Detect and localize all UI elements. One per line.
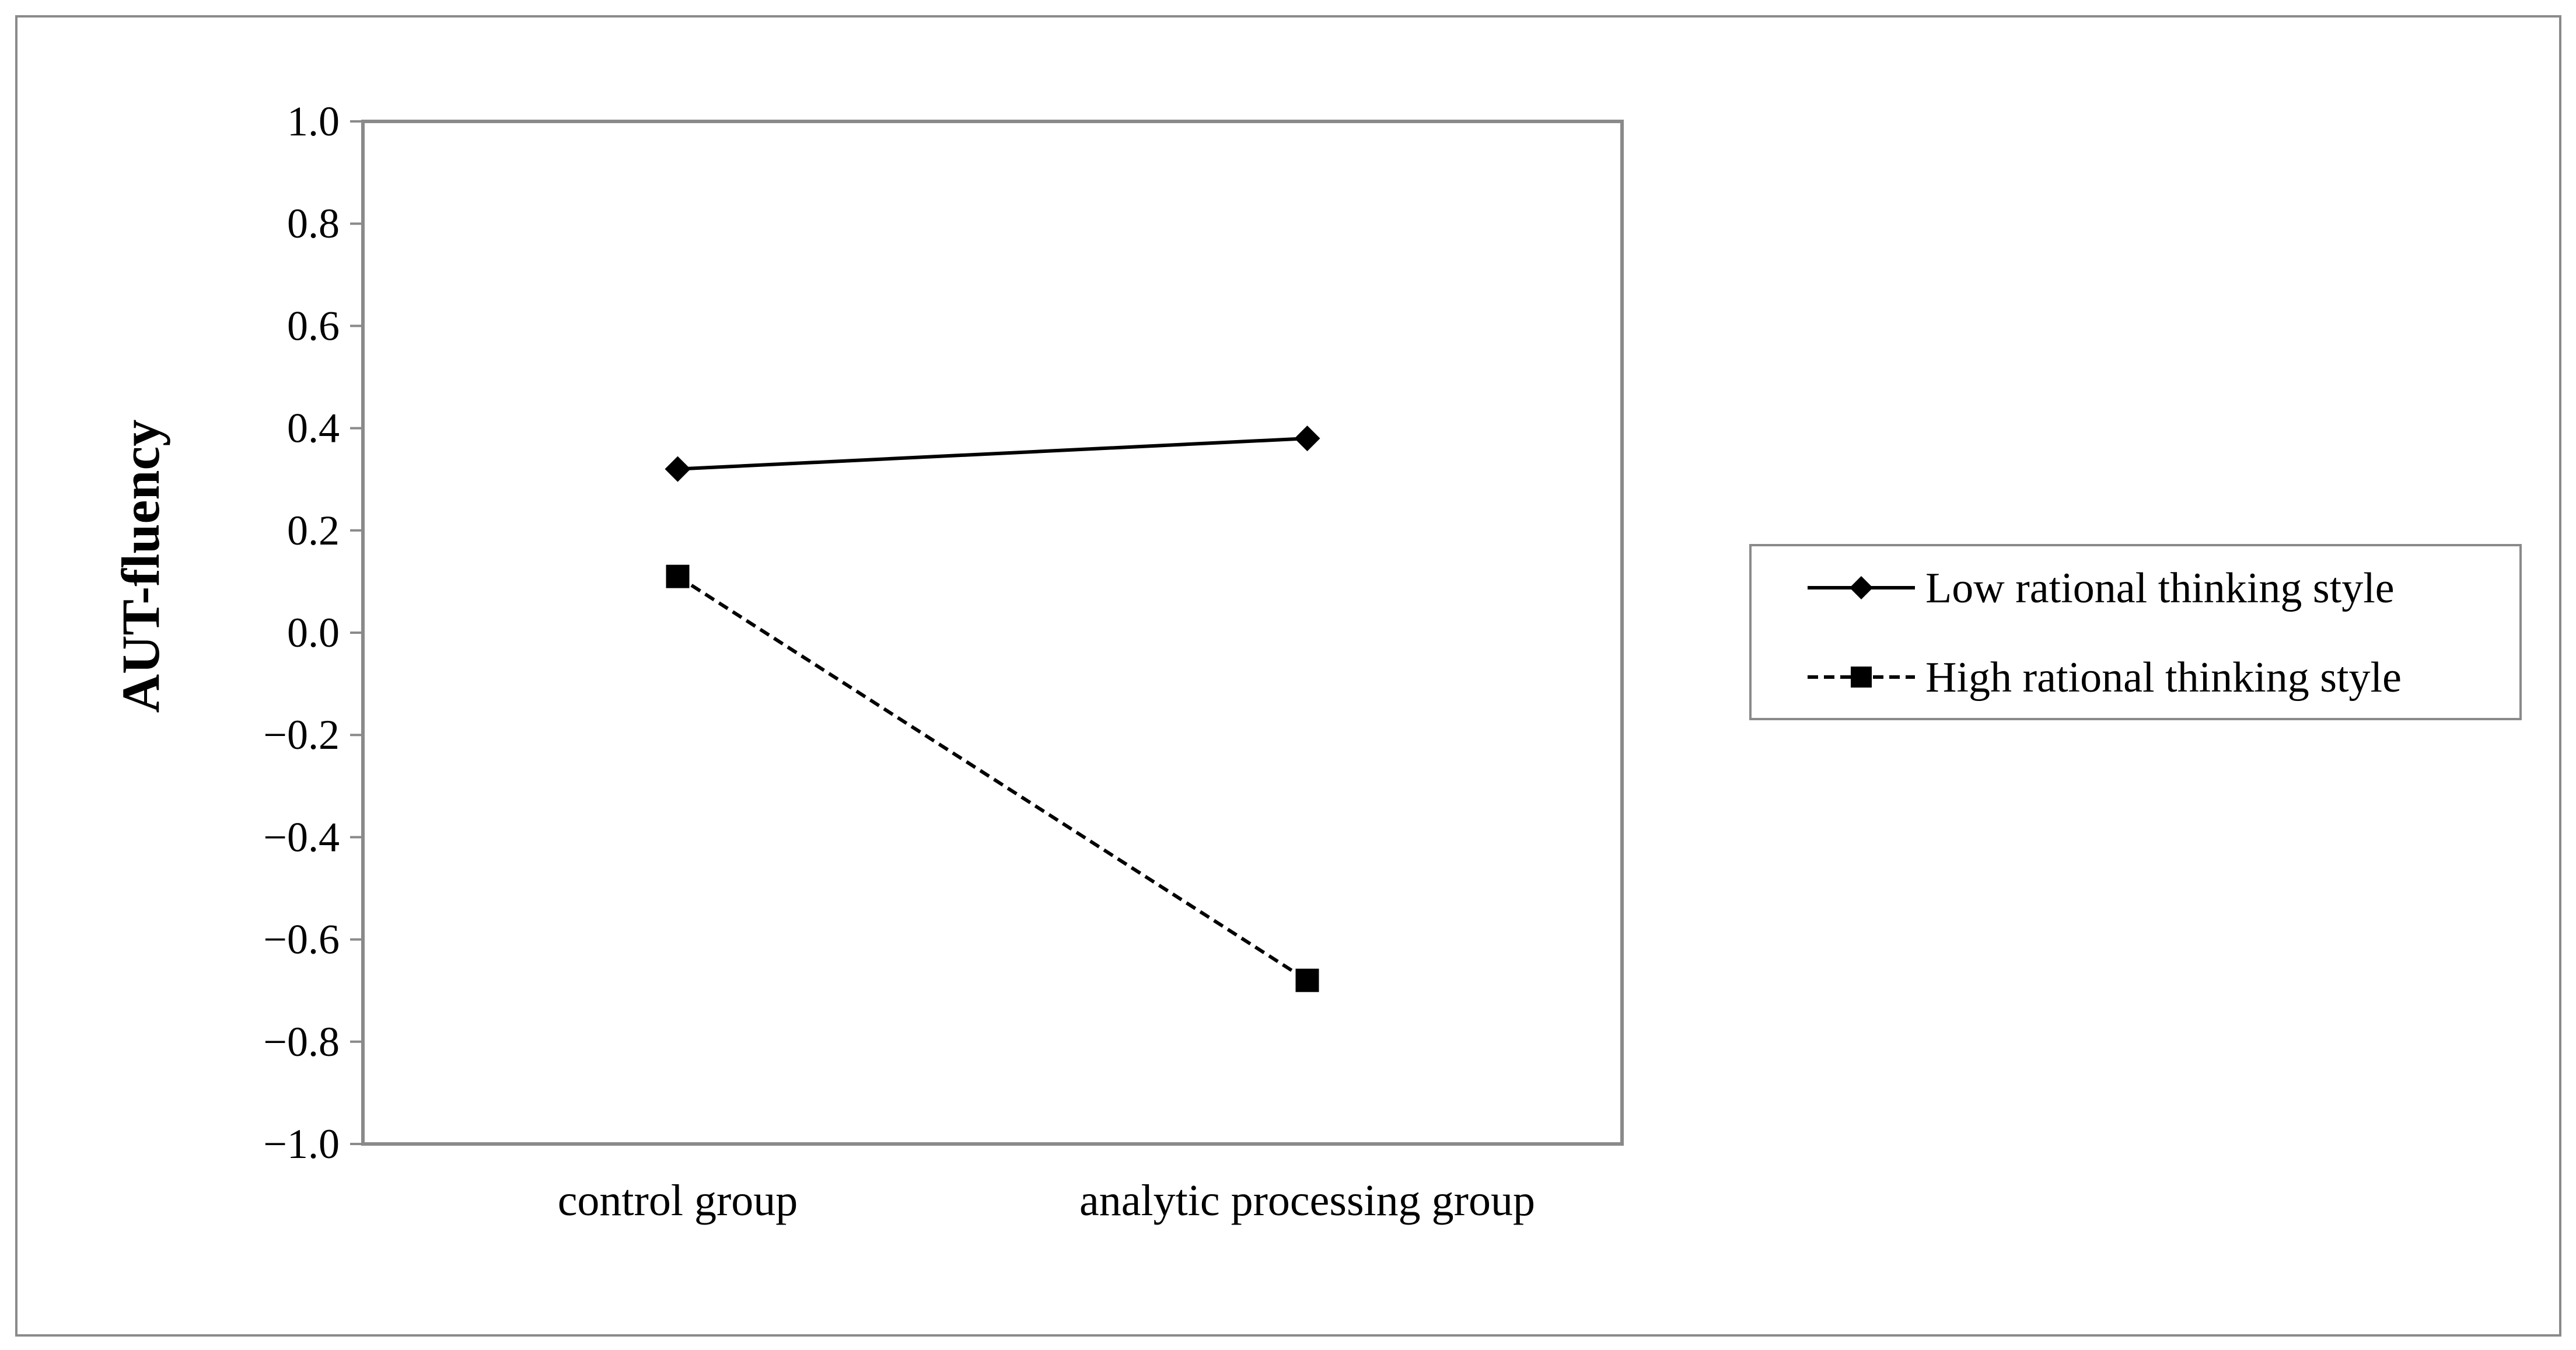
legend-marker bbox=[1851, 667, 1872, 688]
series-1 bbox=[665, 425, 1320, 482]
plot-area bbox=[361, 120, 1624, 1146]
y-tick-label: −1.0 bbox=[263, 1121, 340, 1167]
series-line bbox=[676, 575, 1309, 982]
legend-entry: Low rational thinking style bbox=[1808, 564, 2395, 612]
y-tick-label: 0.4 bbox=[287, 405, 340, 452]
y-tick-label: 0.8 bbox=[287, 200, 340, 247]
y-axis-ticks: 1.0 0.8 0.6 0.4 0.2 0.0 −0.2 −0.4 −0.6 −0.8 −1.0 bbox=[263, 98, 363, 1167]
series-layer bbox=[665, 425, 1320, 992]
y-tick-label: 1.0 bbox=[287, 98, 340, 145]
data-point bbox=[1295, 968, 1319, 992]
y-tick-label: 0.6 bbox=[287, 302, 340, 349]
legend-label: High rational thinking style bbox=[1925, 654, 2402, 702]
y-axis-label: AUT-fluency bbox=[111, 420, 170, 713]
legend: Low rational thinking style High rational… bbox=[1749, 544, 2522, 720]
y-tick-label: −0.8 bbox=[263, 1018, 340, 1065]
y-tick-label: −0.4 bbox=[263, 814, 340, 860]
legend-label: Low rational thinking style bbox=[1925, 564, 2395, 612]
y-tick-label: −0.6 bbox=[263, 916, 340, 963]
legend-marker bbox=[1850, 576, 1873, 599]
series-line bbox=[677, 437, 1308, 471]
data-point bbox=[665, 456, 691, 482]
data-point bbox=[666, 564, 690, 588]
legend-entry: High rational thinking style bbox=[1808, 654, 2402, 702]
legend-items: Low rational thinking style High rational… bbox=[1808, 564, 2402, 702]
x-tick-label: analytic processing group bbox=[1079, 1176, 1535, 1225]
x-axis-ticks: control group analytic processing group bbox=[558, 1176, 1535, 1225]
y-tick-label: −0.2 bbox=[263, 711, 340, 758]
y-tick-label: 0.0 bbox=[287, 609, 340, 656]
series-2 bbox=[666, 564, 1319, 992]
y-tick-label: 0.2 bbox=[287, 507, 340, 554]
x-tick-label: control group bbox=[558, 1176, 798, 1225]
data-point bbox=[1294, 425, 1320, 452]
legend-box bbox=[1749, 544, 2522, 720]
